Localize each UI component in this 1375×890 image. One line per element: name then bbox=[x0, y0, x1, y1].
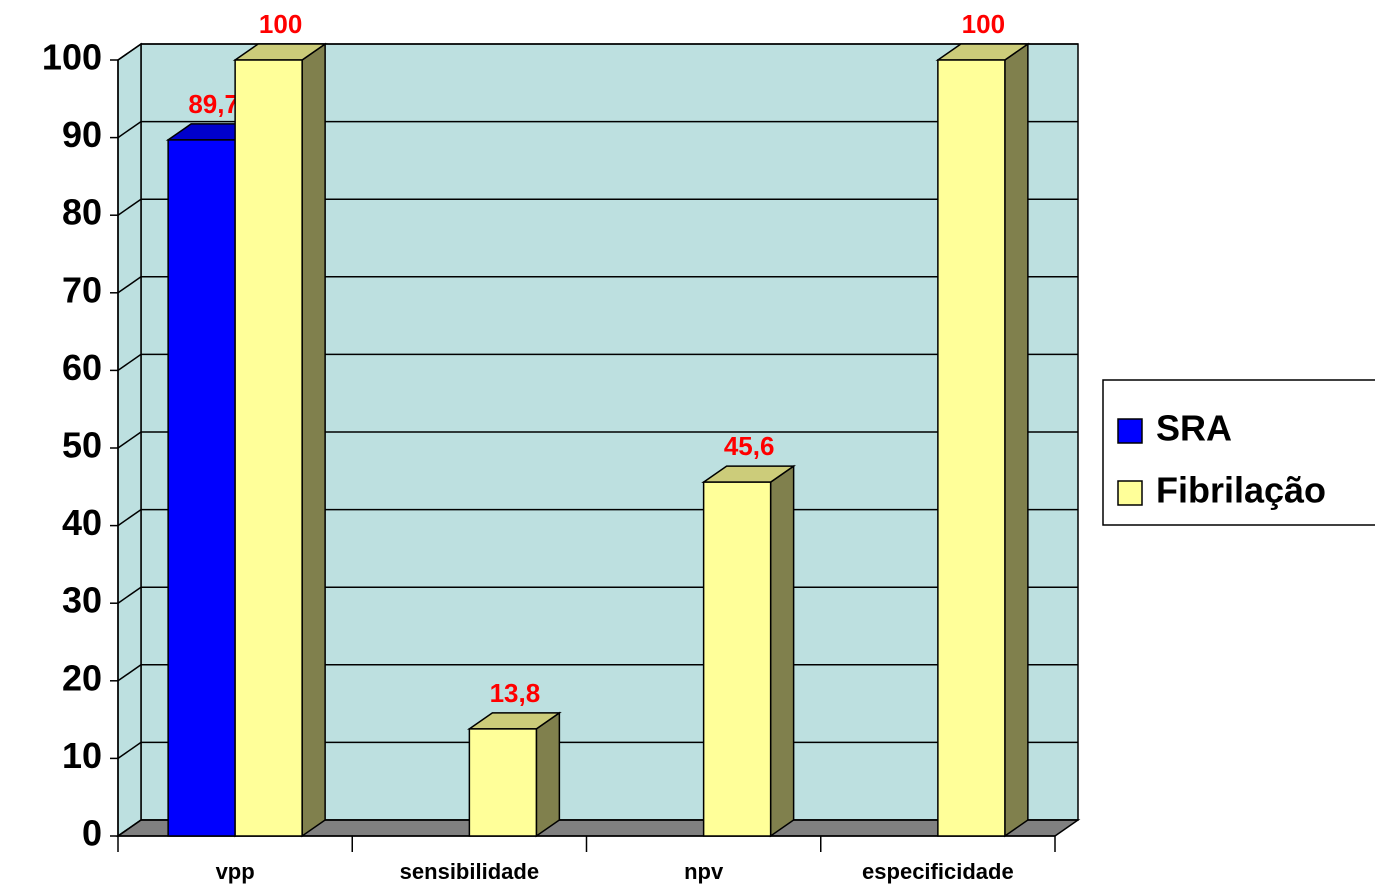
value-label: 89,7 bbox=[188, 89, 239, 119]
legend-label: Fibrilação bbox=[1156, 470, 1326, 511]
bar-side bbox=[1004, 42, 1029, 838]
bar-side bbox=[769, 464, 795, 838]
legend-box bbox=[1102, 379, 1375, 526]
y-tick-label: 90 bbox=[62, 114, 102, 155]
legend-swatch bbox=[1117, 418, 1143, 444]
grid-line-side bbox=[117, 586, 142, 604]
value-label: 100 bbox=[962, 9, 1005, 39]
y-tick-label: 70 bbox=[62, 269, 102, 310]
y-tick-label: 0 bbox=[82, 813, 102, 854]
y-tick-label: 10 bbox=[62, 735, 102, 776]
grid-line-side bbox=[117, 198, 142, 216]
value-label: 45,6 bbox=[724, 431, 775, 461]
x-tick-label: especificidade bbox=[862, 859, 1014, 884]
grid-line-side bbox=[117, 276, 142, 294]
bar bbox=[468, 728, 538, 837]
x-tick-label: npv bbox=[684, 859, 724, 884]
grid-line-side bbox=[117, 819, 142, 837]
value-label: 100 bbox=[259, 9, 302, 39]
grid-line-side bbox=[117, 431, 142, 449]
y-tick-label: 60 bbox=[62, 347, 102, 388]
bar-side bbox=[301, 42, 326, 838]
y-tick-label: 50 bbox=[62, 425, 102, 466]
y-tick-label: 100 bbox=[42, 37, 102, 78]
value-label: 13,8 bbox=[490, 678, 541, 708]
legend-label: SRA bbox=[1156, 408, 1232, 449]
bar bbox=[937, 59, 1006, 837]
grid-line-side bbox=[117, 353, 142, 372]
grid-line-side bbox=[117, 120, 142, 139]
y-tick-label: 80 bbox=[62, 192, 102, 233]
legend-swatch bbox=[1117, 480, 1143, 506]
x-tick-label: vpp bbox=[216, 859, 255, 884]
bar bbox=[167, 139, 236, 837]
grid-line-side bbox=[117, 664, 142, 682]
bar bbox=[702, 481, 772, 837]
grid-line-side bbox=[117, 741, 142, 760]
grid-line-side bbox=[117, 43, 142, 61]
bar-side bbox=[535, 711, 561, 838]
x-tick-label: sensibilidade bbox=[400, 859, 539, 884]
y-tick-label: 40 bbox=[62, 502, 102, 543]
grid-line-side bbox=[117, 508, 142, 527]
y-tick-label: 30 bbox=[62, 580, 102, 621]
bar bbox=[234, 59, 303, 837]
y-tick-label: 20 bbox=[62, 657, 102, 698]
